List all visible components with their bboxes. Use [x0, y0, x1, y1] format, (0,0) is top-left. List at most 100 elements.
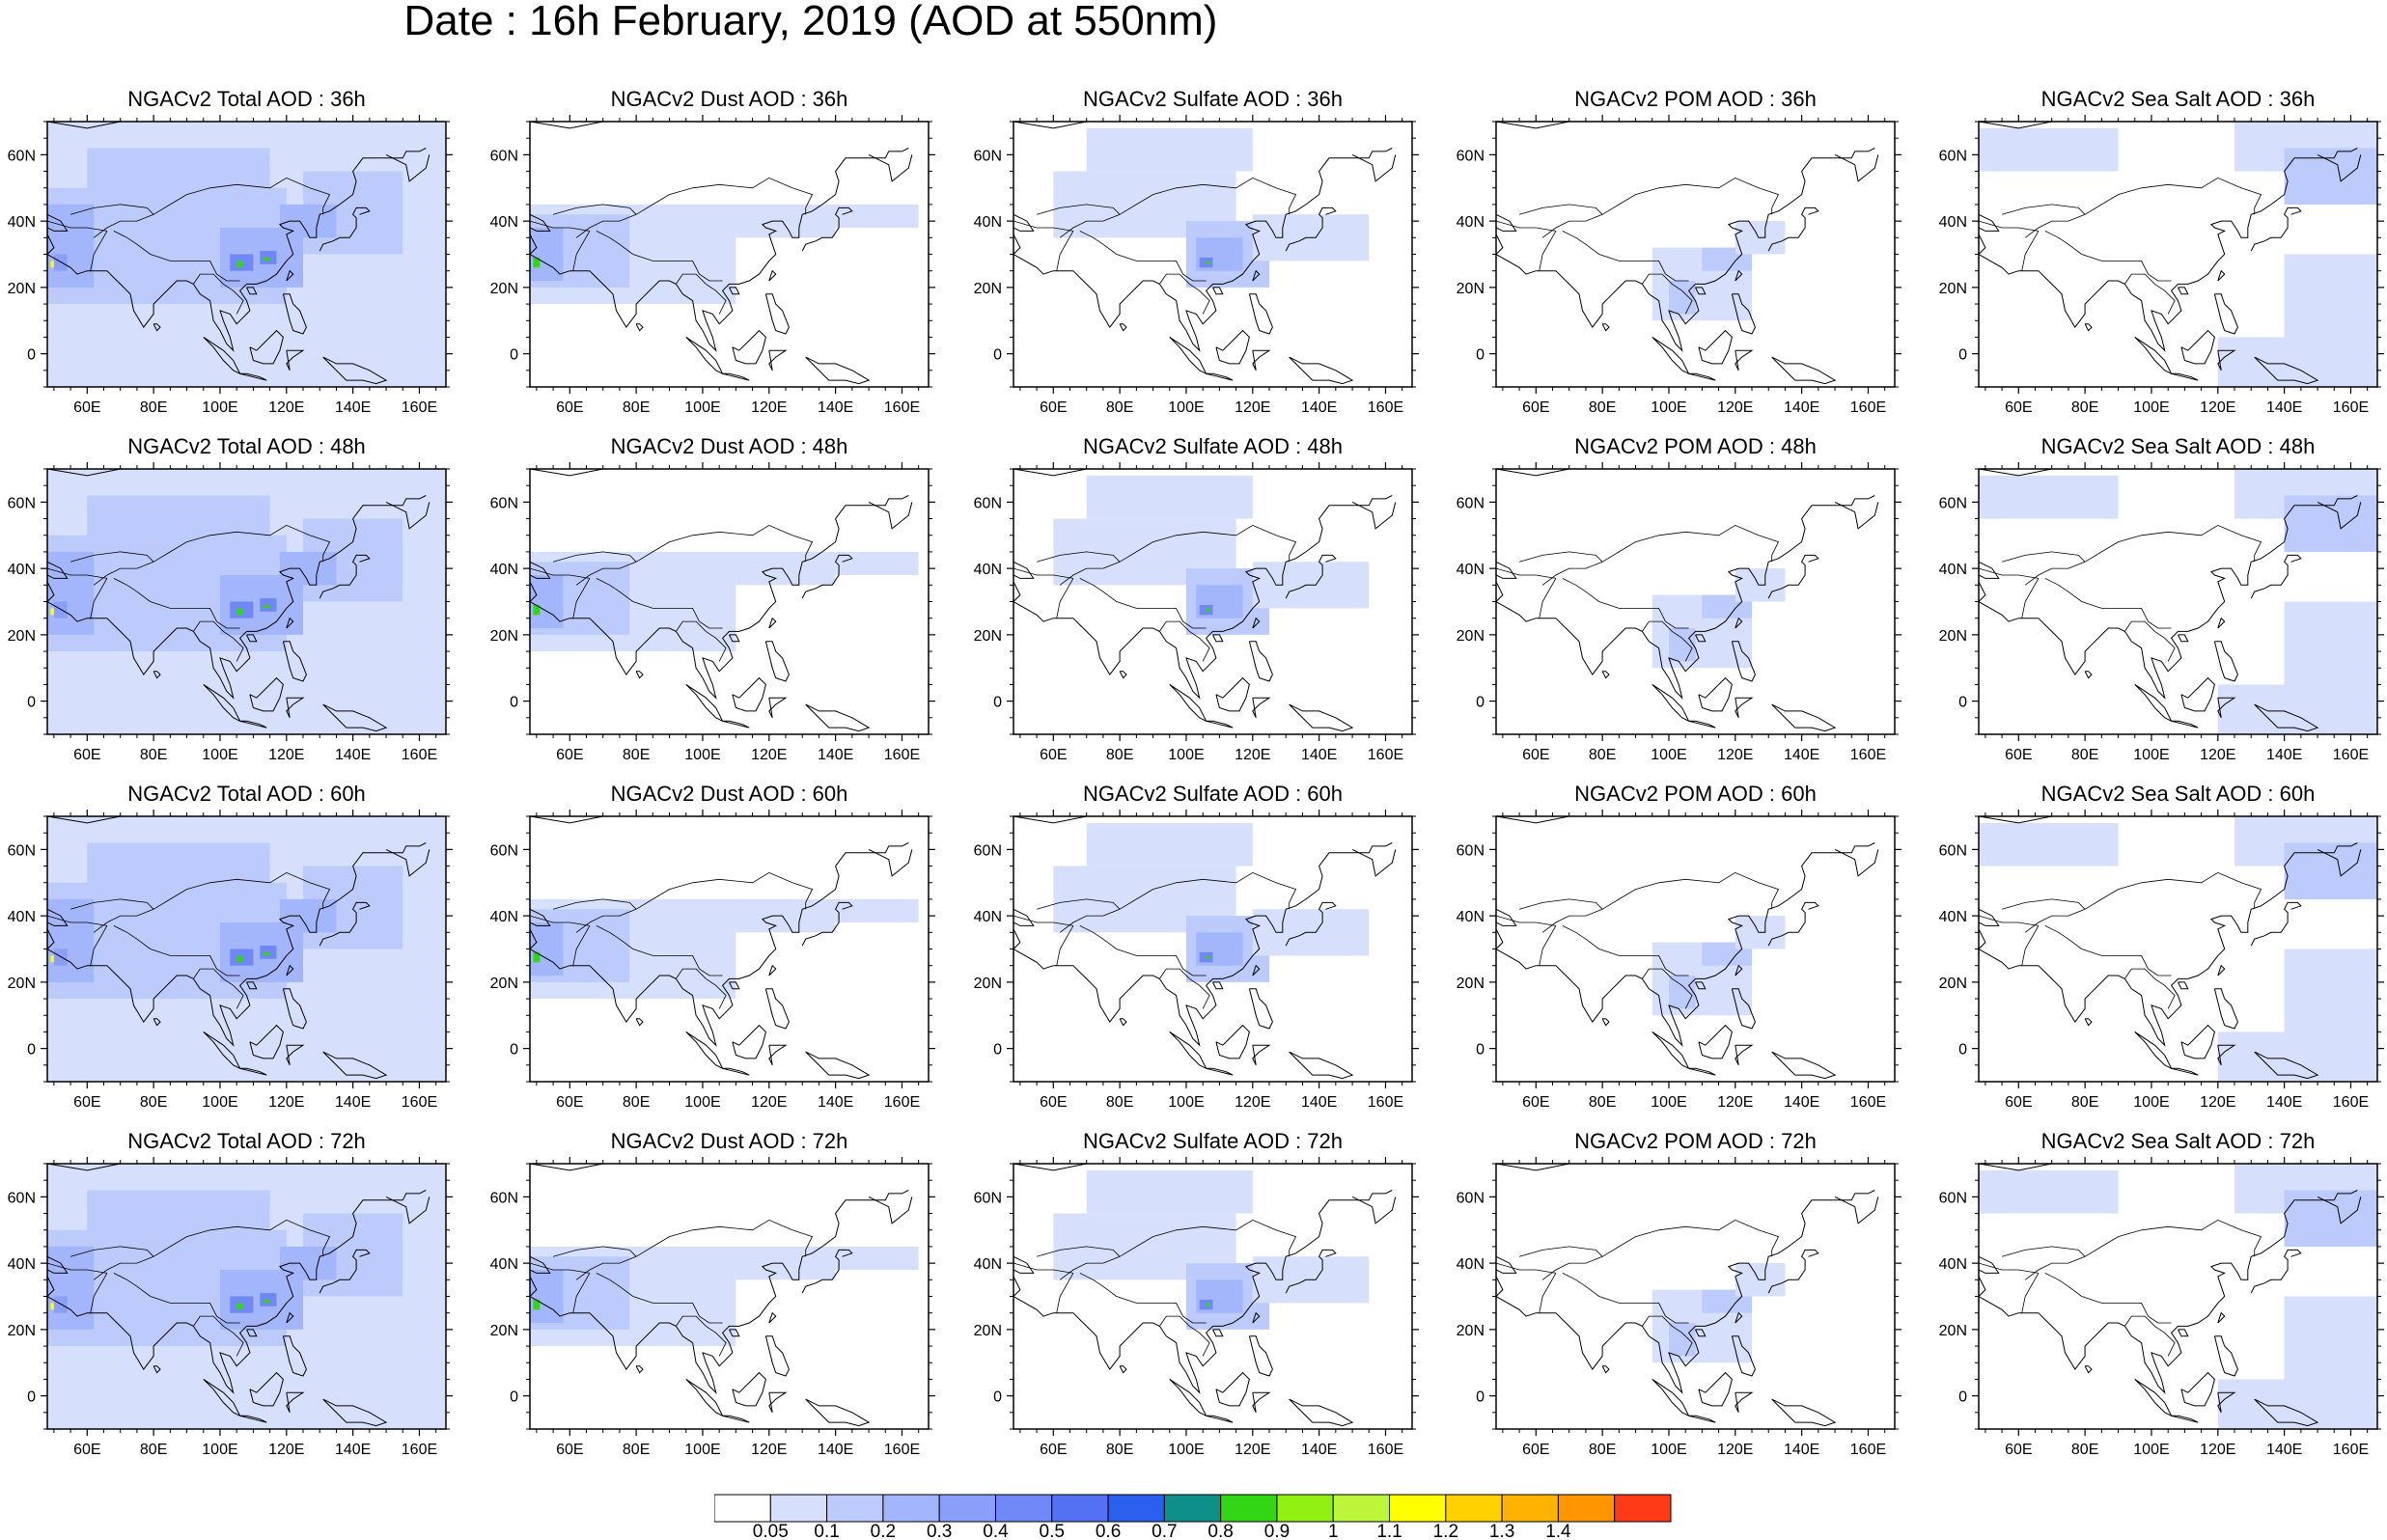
border-line [1541, 871, 1780, 933]
border-line [596, 1273, 723, 1324]
border-line [1541, 524, 1780, 586]
lon-tick-label: 100E [202, 747, 237, 763]
lat-tick-label: 60N [974, 148, 1002, 164]
coastline [319, 901, 371, 947]
map-canvas: 60E 80E 100E 120E 140E 160E 60N 40N 20N 0 [1457, 1157, 1901, 1458]
border-line [596, 925, 723, 976]
lon-tick-label: 80E [140, 1094, 167, 1111]
lat-tick-label: 40N [974, 214, 1002, 231]
coastline [768, 349, 788, 371]
lon-tick-label: 140E [1784, 1094, 1819, 1111]
coastline [868, 848, 913, 877]
coastline [2180, 329, 2215, 365]
lon-tick-label: 160E [2333, 1442, 2369, 1458]
colorbar-label: 0.7 [1152, 1522, 1177, 1537]
aod-shading [530, 1164, 929, 1429]
coastline [1351, 501, 1397, 530]
panel-title: NGACv2 Sea Salt AOD : 72h [2040, 1129, 2316, 1153]
coastline [1979, 122, 2055, 129]
aod-cell [47, 551, 95, 635]
lon-tick-label: 80E [1589, 1442, 1616, 1458]
coastlines [1013, 469, 1397, 732]
lon-tick-label: 140E [818, 399, 853, 416]
border-line [69, 898, 154, 910]
lon-tick-label: 60E [73, 1094, 100, 1111]
coastline [282, 641, 307, 682]
lon-tick-label: 160E [1368, 1094, 1403, 1111]
coastline [47, 1255, 69, 1274]
border-line [1059, 871, 1297, 933]
coastlines [47, 122, 430, 385]
lon-tick-label: 100E [202, 1094, 237, 1111]
coastline [1496, 213, 1517, 232]
lon-tick-label: 100E [1168, 1442, 1204, 1458]
coastline [1013, 581, 1021, 602]
coastline [732, 1024, 766, 1059]
coastline [1252, 269, 1261, 282]
coastline [635, 1018, 644, 1027]
border-line [1159, 1315, 1210, 1357]
coastline [1013, 1190, 1393, 1394]
lon-tick-label: 60E [1522, 1442, 1549, 1458]
lon-tick-label: 80E [1589, 1094, 1616, 1111]
lon-tick-label: 160E [2333, 1094, 2369, 1111]
coastline [685, 1031, 724, 1070]
coastline [2254, 703, 2319, 732]
coastline [282, 293, 307, 335]
coastline [2178, 1329, 2189, 1337]
coastline [286, 964, 294, 976]
coastline [1695, 634, 1707, 643]
aod-cell [50, 261, 54, 268]
lon-tick-label: 140E [335, 747, 371, 763]
coastline [239, 1415, 267, 1423]
border-line [113, 578, 240, 629]
border-line [1496, 1262, 1556, 1274]
lat-tick-label: 40N [490, 1256, 518, 1273]
colorbar-box [1445, 1494, 1503, 1523]
border-line [575, 1219, 814, 1280]
coastlines [1979, 122, 2362, 385]
coastline [1248, 988, 1273, 1030]
aod-cell [53, 601, 68, 619]
coastline [286, 1391, 305, 1414]
map-canvas: 60E 80E 100E 120E 140E 160E 60N 40N 20N 0 [490, 462, 935, 763]
coastline [1289, 703, 1354, 732]
coastline [2084, 323, 2093, 332]
coastline [1979, 1276, 1986, 1297]
lat-tick-label: 40N [1939, 562, 1967, 578]
coastline [249, 1024, 284, 1059]
lon-tick-label: 60E [556, 747, 583, 763]
map-canvas: 60E 80E 100E 120E 140E 160E 60N 40N 20N 0 [974, 1157, 1419, 1458]
border-line [2001, 551, 2086, 563]
coastline [319, 206, 371, 252]
coastline [2250, 1249, 2302, 1294]
coastline [1119, 1018, 1127, 1027]
coastline [2317, 1196, 2362, 1224]
panel-title: NGACv2 POM AOD : 48h [1574, 434, 1817, 458]
coastline [246, 1329, 258, 1337]
coastline [2250, 901, 2302, 947]
aod-shading [47, 122, 446, 387]
lon-tick-label: 60E [1040, 1442, 1067, 1458]
colorbar-box [826, 1494, 884, 1523]
lat-tick-label: 60N [8, 148, 36, 164]
aod-cell [263, 604, 270, 609]
coastline [764, 988, 790, 1030]
coastline [1767, 554, 1819, 599]
map-panel: NGACv2 POM AOD : 36h 60E 80E 100E 120E 140E 16… [1457, 89, 1979, 436]
coastline [1496, 495, 1875, 700]
coastline [2178, 634, 2189, 643]
coastlines [1496, 1164, 1879, 1427]
coastline [722, 1415, 750, 1423]
lat-tick-label: 20N [1939, 628, 1967, 645]
aod-cell [263, 1299, 270, 1304]
border-line [1059, 177, 1297, 238]
map-panel: NGACv2 Sulfate AOD : 36h 60E 80E 100E 120E 14… [974, 89, 1496, 436]
lon-tick-label: 80E [623, 1442, 650, 1458]
coastlines [530, 122, 913, 385]
coastline [1013, 469, 1090, 477]
lat-tick-label: 20N [1939, 1323, 1967, 1339]
border-line [2044, 231, 2172, 282]
coastline [1601, 1365, 1610, 1374]
map-canvas: 60E 80E 100E 120E 140E 160E 60N 40N 20N 0 [490, 115, 935, 416]
